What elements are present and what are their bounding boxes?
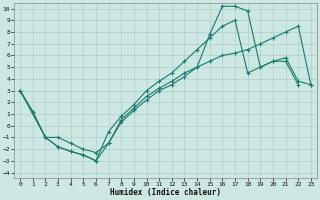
X-axis label: Humidex (Indice chaleur): Humidex (Indice chaleur) xyxy=(110,188,221,197)
